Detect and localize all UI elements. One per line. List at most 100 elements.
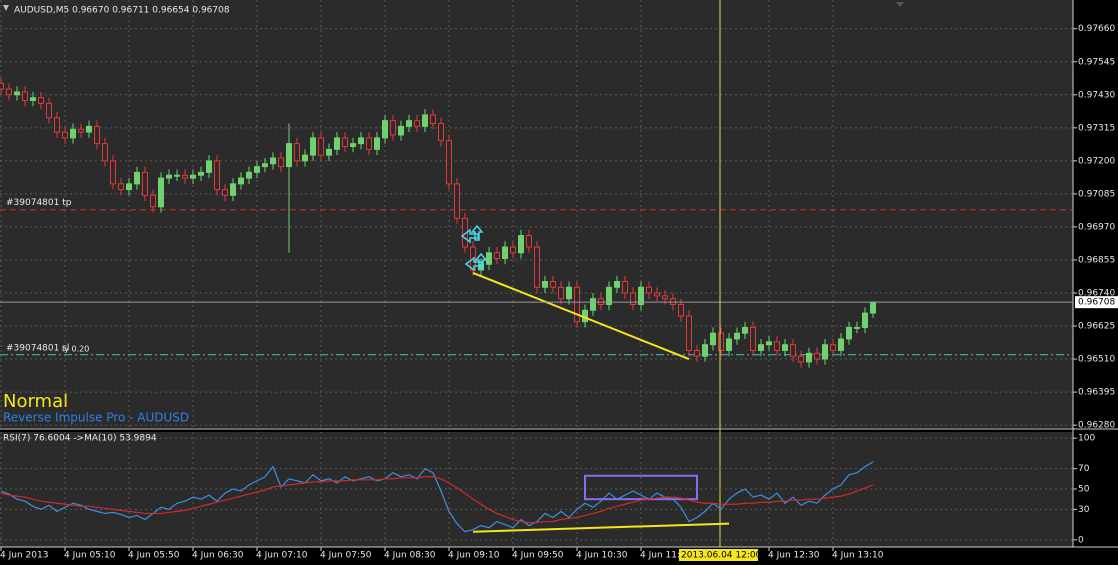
status-label: Normal xyxy=(3,391,68,412)
signal-arrow xyxy=(474,252,488,269)
candle-body xyxy=(790,344,796,357)
candle-body xyxy=(374,137,380,150)
candle-body xyxy=(798,355,804,363)
candle-body xyxy=(0,82,4,90)
y-tick-label: 30 xyxy=(1078,505,1090,515)
candle-body xyxy=(350,143,356,147)
candle-body xyxy=(814,352,820,360)
candle-body xyxy=(726,338,732,351)
candle-body xyxy=(822,344,828,360)
x-tick-label: 4 Jun 06:30 xyxy=(192,551,244,561)
y-tick-label: 100 xyxy=(1078,434,1095,444)
shift-marker xyxy=(896,2,904,7)
candle-body xyxy=(438,123,444,142)
indicator-label: Reverse Impulse Pro - AUDUSD xyxy=(3,411,189,425)
candle-body xyxy=(222,189,228,196)
candle-body xyxy=(742,326,748,334)
candle-body xyxy=(22,91,28,102)
x-tick-label: 4 Jun 05:50 xyxy=(128,551,180,561)
candle-body xyxy=(550,281,556,288)
x-tick-label: 4 Jun 2013 xyxy=(0,551,48,561)
candle-body xyxy=(406,120,412,127)
candle-body xyxy=(494,252,500,260)
x-tick-label: 4 Jun 13:10 xyxy=(832,551,884,561)
level-note: ly 0.20 xyxy=(62,344,89,353)
candle-body xyxy=(398,125,404,136)
candle-body xyxy=(862,312,868,328)
crosshair-label-box xyxy=(679,549,758,561)
candle-body xyxy=(598,298,604,305)
candle-body xyxy=(614,281,620,288)
trendline xyxy=(472,271,690,360)
candle-body xyxy=(806,352,812,363)
candle-body xyxy=(230,183,236,196)
y-tick-label: 0.97085 xyxy=(1078,189,1115,199)
candle-body xyxy=(158,177,164,208)
y-tick-label: 0.97660 xyxy=(1078,24,1115,34)
chart-title: AUDUSD,M5 0.96670 0.96711 0.96654 0.9670… xyxy=(14,6,230,16)
candle-body xyxy=(622,281,628,294)
candle-body xyxy=(702,344,708,357)
candle-body xyxy=(358,137,364,145)
candle-body xyxy=(590,298,596,311)
signal-arrows xyxy=(460,224,488,272)
candle-body xyxy=(774,341,780,351)
candle-body xyxy=(86,125,92,133)
y-tick-label: 0.96740 xyxy=(1078,288,1115,298)
candle-body xyxy=(430,114,436,125)
current-price-label: 0.96708 xyxy=(1078,298,1115,308)
y-tick-label: 0.96855 xyxy=(1078,255,1115,265)
level-label: #39074801 sl xyxy=(6,343,69,353)
candle-body xyxy=(686,315,692,351)
candle-body xyxy=(870,301,876,314)
candle-body xyxy=(574,286,580,323)
candles xyxy=(0,77,876,368)
candle-body xyxy=(518,235,524,254)
candle-body xyxy=(30,97,36,102)
candle-body xyxy=(254,166,260,173)
candle-body xyxy=(150,194,156,208)
x-tick-label: 4 Jun 09:50 xyxy=(512,551,564,561)
candle-body xyxy=(198,171,204,176)
candle-body xyxy=(510,246,516,254)
x-tick-label: 4 Jun 05:10 xyxy=(64,551,116,561)
candle-body xyxy=(278,157,284,168)
x-tick-label: 4 Jun 11:10 xyxy=(640,551,692,561)
candle-body xyxy=(294,143,300,162)
candle-body xyxy=(718,332,724,351)
current-price-box xyxy=(1075,296,1118,309)
candle-body xyxy=(206,160,212,173)
trendline xyxy=(472,522,730,533)
candle-body xyxy=(646,286,652,294)
candle-body xyxy=(414,120,420,127)
candle-body xyxy=(78,128,84,133)
candle-body xyxy=(654,292,660,297)
candle-body xyxy=(62,131,68,139)
highlight-box xyxy=(584,474,698,501)
candle-body xyxy=(854,326,860,329)
candle-body xyxy=(662,295,668,300)
candle-body xyxy=(446,140,452,185)
candle-body xyxy=(318,137,324,156)
candle-body xyxy=(246,171,252,179)
signal-arrow xyxy=(470,224,484,241)
candle-body xyxy=(110,160,116,185)
candle-body xyxy=(270,157,276,165)
candle-body xyxy=(286,143,292,168)
rsi-title: RSI(7) 76.6004 ->MA(10) 53.9894 xyxy=(3,434,157,444)
candle-body xyxy=(486,252,492,265)
candle-body xyxy=(302,154,308,162)
signal-arrow xyxy=(464,256,483,272)
y-tick-label: 0.96625 xyxy=(1078,322,1115,332)
candle-body xyxy=(54,117,60,133)
candle-body xyxy=(606,286,612,305)
candle-body xyxy=(102,143,108,162)
y-tick-label: 0.96280 xyxy=(1078,421,1115,431)
candle-body xyxy=(558,286,564,300)
candle-body xyxy=(838,338,844,351)
candle-body xyxy=(334,137,340,150)
candle-body xyxy=(70,128,76,139)
candle-body xyxy=(694,349,700,357)
x-tick-label: 4 Jun 09:10 xyxy=(448,551,500,561)
